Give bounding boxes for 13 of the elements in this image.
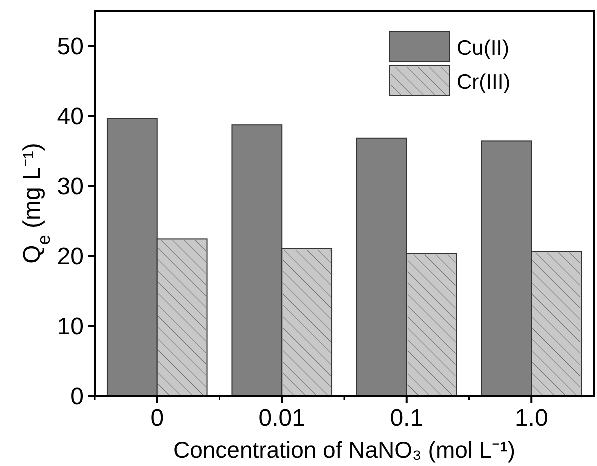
y-tick-label: 10 bbox=[57, 313, 84, 340]
y-tick-label: 50 bbox=[57, 33, 84, 60]
x-tick-label: 0.01 bbox=[258, 405, 306, 432]
y-tick-label: 0 bbox=[70, 383, 84, 410]
y-tick-label: 20 bbox=[57, 243, 84, 270]
x-tick-label: 0.1 bbox=[390, 405, 424, 432]
x-axis-title: Concentration of NaNO₃ (mol L⁻¹) bbox=[173, 437, 516, 463]
y-tick-label: 30 bbox=[57, 173, 84, 200]
y-tick-label: 40 bbox=[57, 103, 84, 130]
x-tick-label: 0 bbox=[150, 405, 164, 432]
legend-label: Cu(II) bbox=[457, 37, 510, 60]
x-tick-label: 1.0 bbox=[514, 405, 548, 432]
legend-label: Cr(III) bbox=[457, 71, 511, 94]
